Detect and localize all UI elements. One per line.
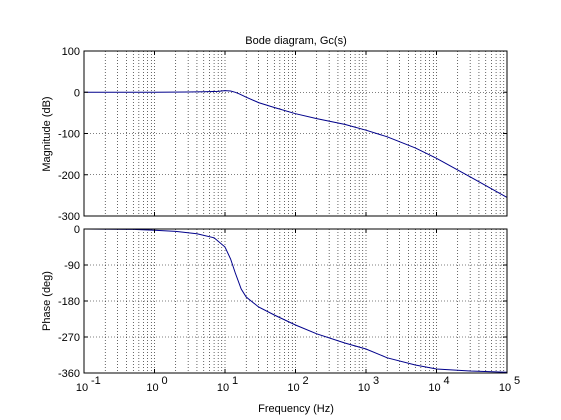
xtick-exponent: -1 — [91, 375, 101, 387]
xtick-label: 10 — [428, 382, 440, 394]
magnitude-plot: 100 0 -100 -200 -300 — [58, 46, 508, 223]
xtick-exponent: 3 — [373, 375, 379, 387]
xtick-exponent: 1 — [232, 375, 238, 387]
xtick-label: 10 — [287, 382, 299, 394]
magnitude-ytick-label: -200 — [58, 170, 80, 182]
phase-ytick-label: 0 — [74, 224, 80, 236]
xtick-label: 10 — [499, 382, 511, 394]
phase-ytick-label: -270 — [58, 332, 80, 344]
xtick-exponent: 5 — [514, 375, 520, 387]
magnitude-series-line — [84, 90, 508, 198]
phase-series-line — [83, 228, 508, 373]
magnitude-ytick-label: 100 — [62, 46, 80, 58]
magnitude-ytick-label: -300 — [58, 211, 80, 223]
xtick-exponent: 2 — [303, 375, 309, 387]
xtick-label: 10 — [76, 382, 88, 394]
xtick-exponent: 4 — [444, 375, 450, 387]
phase-ytick-label: -90 — [64, 260, 80, 272]
phase-ytick-label: -360 — [58, 368, 80, 380]
phase-ytick-label: -180 — [58, 296, 80, 308]
magnitude-ytick-label: 0 — [74, 87, 80, 99]
frequency-axis-label: Frequency (Hz) — [258, 403, 334, 415]
magnitude-axis-label: Magnitude (dB) — [41, 96, 53, 171]
xtick-label: 10 — [217, 382, 229, 394]
xtick-exponent: 0 — [162, 375, 168, 387]
xtick-label: 10 — [146, 382, 158, 394]
phase-axis-label: Phase (deg) — [41, 271, 53, 331]
xtick-label: 10 — [358, 382, 370, 394]
magnitude-ytick-label: -100 — [58, 129, 80, 141]
chart-title: Bode diagram, Gc(s) — [245, 35, 346, 47]
